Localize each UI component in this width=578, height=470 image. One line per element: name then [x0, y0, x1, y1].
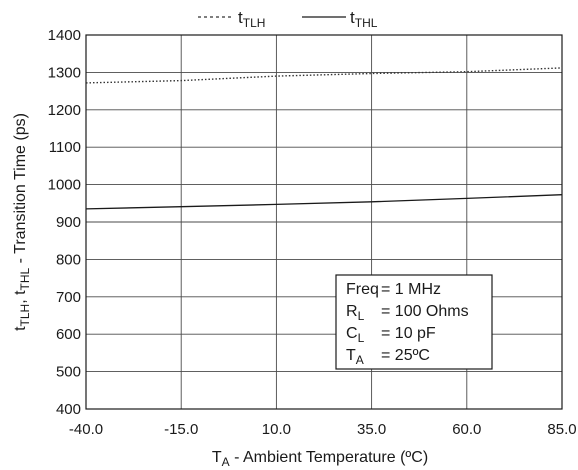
x-tick-label: 60.0 [452, 421, 481, 438]
y-axis-title: tTLH, tTHL - Transition Time (ps) [12, 113, 32, 331]
y-tick-label: 700 [56, 289, 81, 306]
y-tick-labels: 400 500 600 700 800 900 1000 1100 1200 1300 1400 [48, 27, 81, 418]
series-line-tthl [85, 194, 563, 210]
x-tick-label: -15.0 [164, 421, 198, 438]
test-conditions-box: Freq = 1 MHz RL = 100 Ohms CL = 10 pF TA = 2… [335, 274, 493, 370]
y-tick-label: 400 [56, 401, 81, 418]
y-tick-label: 900 [56, 214, 81, 231]
annotation-ta: TA = 25ºC [346, 347, 430, 367]
y-tick-label: 1300 [48, 64, 81, 81]
y-tick-label: 1200 [48, 102, 81, 119]
plot-frame [85, 34, 563, 410]
annotation-frame [335, 274, 493, 370]
y-tick-label: 1000 [48, 177, 81, 194]
y-tick-label: 1100 [49, 139, 81, 156]
y-tick-label: 500 [56, 364, 81, 381]
legend: tTLH tTHL [198, 8, 378, 30]
y-tick-label: 1400 [48, 27, 81, 44]
series-line-ttlh [85, 67, 563, 84]
y-tick-label: 800 [56, 251, 81, 268]
legend-label-tlh: tTLH [238, 8, 265, 30]
x-tick-label: 35.0 [357, 421, 386, 438]
annotation-freq: Freq = 1 MHz [346, 281, 441, 298]
x-tick-labels: -40.0 -15.0 10.0 35.0 60.0 85.0 [69, 421, 577, 438]
x-tick-label: -40.0 [69, 421, 103, 438]
x-axis-title: TA - Ambient Temperature (ºC) [212, 449, 428, 469]
y-tick-label: 600 [56, 326, 81, 343]
x-tick-label: 10.0 [262, 421, 291, 438]
annotation-rl: RL = 100 Ohms [346, 303, 469, 323]
annotation-cl: CL = 10 pF [346, 325, 436, 345]
legend-label-thl: tTHL [350, 8, 378, 30]
x-tick-label: 85.0 [547, 421, 576, 438]
series-group [85, 67, 563, 210]
